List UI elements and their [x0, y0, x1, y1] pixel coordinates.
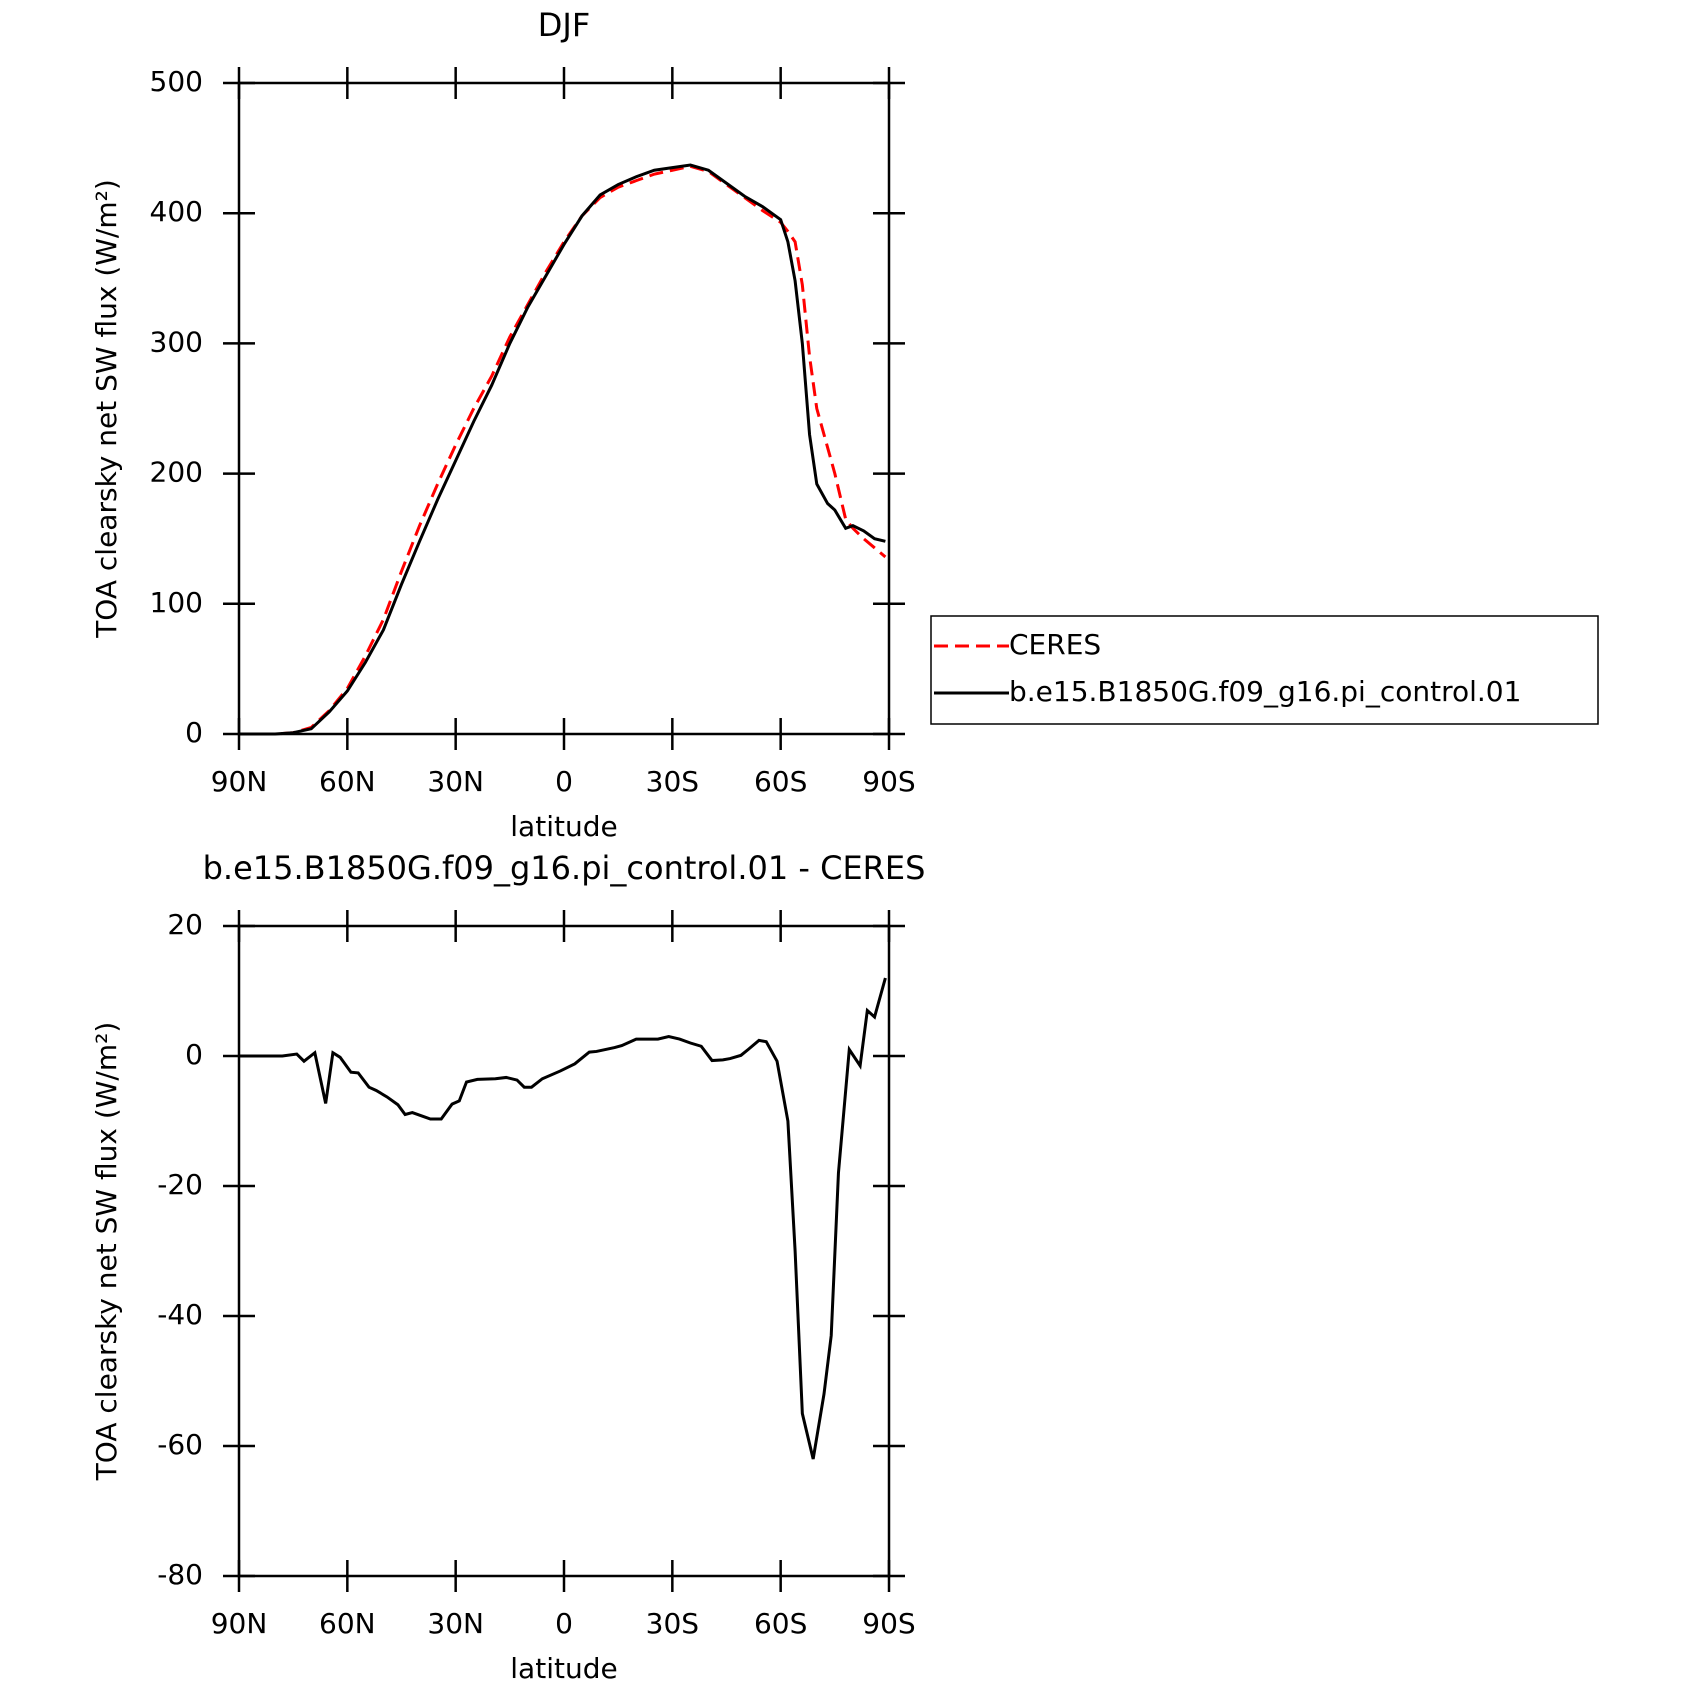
y-tick-label: 20 [167, 908, 203, 941]
y-tick-label: 200 [150, 456, 203, 489]
y-tick-label: -20 [157, 1168, 203, 1201]
x-tick-label: 90N [211, 765, 268, 798]
x-tick-label: 90N [211, 1607, 268, 1640]
x-tick-label: 30N [427, 1607, 484, 1640]
y-tick-label: 100 [150, 586, 203, 619]
x-tick-label: 60S [754, 1607, 807, 1640]
x-tick-label: 60S [754, 765, 807, 798]
chart-title: DJF [538, 6, 590, 44]
y-tick-label: -40 [157, 1298, 203, 1331]
x-axis-title: latitude [510, 1652, 617, 1685]
y-tick-label: 500 [150, 65, 203, 98]
y-tick-label: -80 [157, 1558, 203, 1591]
x-tick-label: 30S [646, 1607, 699, 1640]
data-line [239, 164, 887, 736]
y-tick-label: 0 [185, 1038, 203, 1071]
x-tick-label: 30N [427, 765, 484, 798]
y-tick-label: 300 [150, 325, 203, 358]
x-tick-label: 60N [319, 1607, 376, 1640]
y-tick-label: 0 [185, 716, 203, 749]
x-tick-label: 30S [646, 765, 699, 798]
y-tick-label: -60 [157, 1428, 203, 1461]
x-tick-label: 0 [555, 765, 573, 798]
plot-frame [237, 924, 891, 1578]
x-axis-title: latitude [510, 810, 617, 843]
y-axis-title: TOA clearsky net SW flux (W/m²) [90, 179, 123, 639]
x-tick-label: 0 [555, 1607, 573, 1640]
x-tick-label: 90S [862, 765, 915, 798]
legend-label: b.e15.B1850G.f09_g16.pi_control.01 [1009, 675, 1521, 708]
data-line [239, 977, 887, 1460]
legend-box [930, 615, 1599, 725]
x-tick-label: 90S [862, 1607, 915, 1640]
y-axis-title: TOA clearsky net SW flux (W/m²) [90, 1022, 123, 1482]
chart-title: b.e15.B1850G.f09_g16.pi_control.01 - CER… [203, 849, 926, 887]
y-tick-label: 400 [150, 195, 203, 228]
x-tick-label: 60N [319, 765, 376, 798]
legend-label: CERES [1009, 628, 1101, 661]
plot-frame [237, 81, 891, 736]
data-line [239, 163, 886, 736]
